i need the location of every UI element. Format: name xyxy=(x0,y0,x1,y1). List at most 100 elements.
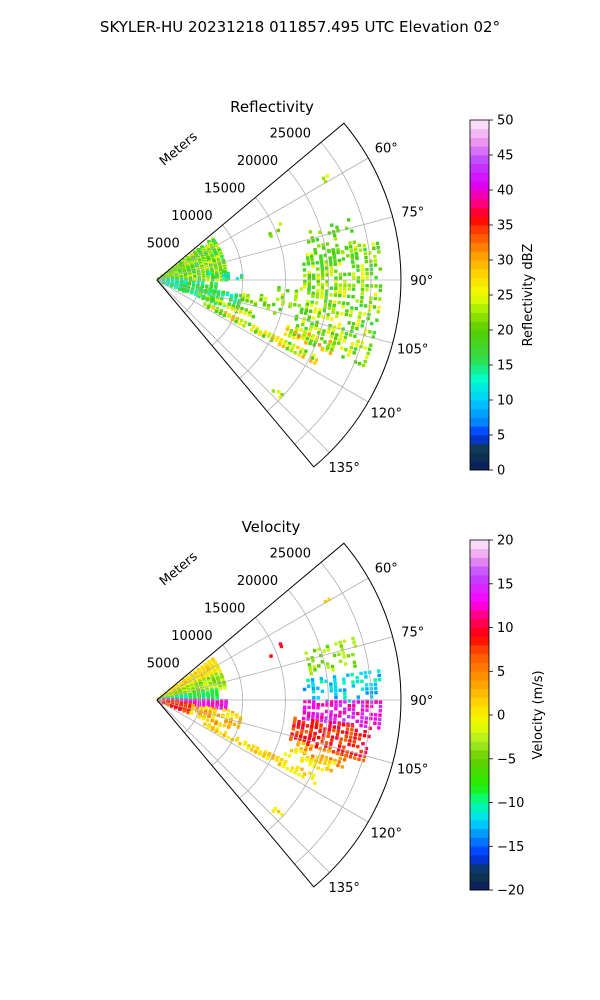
echo-cell xyxy=(333,713,338,718)
range-tick-label: 15000 xyxy=(204,602,245,617)
echo-cell xyxy=(373,682,378,686)
echo-cell xyxy=(378,288,382,293)
echo-cell xyxy=(307,285,311,289)
echo-cell xyxy=(371,242,375,246)
echo-cell xyxy=(342,681,346,685)
echo-cell xyxy=(296,743,300,747)
echo-cell xyxy=(361,700,365,704)
echo-cell xyxy=(206,271,210,275)
echo-cell xyxy=(312,737,316,742)
echo-cell xyxy=(354,252,358,256)
echo-cell xyxy=(377,726,381,730)
echo-cell xyxy=(313,761,317,765)
echo-cell xyxy=(329,703,334,707)
echo-cell xyxy=(324,741,329,745)
echo-cell xyxy=(217,667,221,671)
colorbar-band xyxy=(470,461,489,471)
echo-cell xyxy=(230,307,235,311)
azimuth-tick-label: 120° xyxy=(371,826,402,841)
echo-cell xyxy=(312,343,316,347)
echo-cell xyxy=(202,678,206,682)
echo-cell xyxy=(333,758,337,763)
echo-cell xyxy=(308,341,312,345)
echo-cell xyxy=(377,722,381,726)
echo-cell xyxy=(342,745,346,749)
echo-cell xyxy=(269,338,274,342)
echo-cell xyxy=(344,332,349,336)
echo-cell xyxy=(224,703,228,707)
echo-cell xyxy=(366,351,370,356)
echo-cell xyxy=(341,327,345,331)
echo-cell xyxy=(282,342,287,346)
colorbar-band xyxy=(470,863,489,873)
colorbar-band xyxy=(470,680,489,690)
echo-cell xyxy=(165,282,170,287)
echo-cell xyxy=(222,277,226,281)
echo-cell xyxy=(268,332,272,336)
echo-cell xyxy=(326,665,330,669)
echo-cell xyxy=(225,714,230,718)
colorbar-band xyxy=(470,601,489,611)
echo-cell xyxy=(254,750,258,754)
echo-cell xyxy=(317,314,321,318)
colorbar-band xyxy=(470,365,489,375)
echo-cell xyxy=(306,714,311,718)
echo-cell xyxy=(263,332,267,336)
echo-cell xyxy=(292,724,296,728)
echo-cell xyxy=(302,262,306,266)
echo-cell xyxy=(300,726,305,730)
echo-cell xyxy=(312,764,316,768)
colorbar-band xyxy=(470,146,489,156)
echo-cell xyxy=(334,695,338,700)
echo-cell xyxy=(329,286,334,290)
echo-cell xyxy=(315,719,319,723)
echo-cell xyxy=(280,813,284,817)
echo-cell xyxy=(312,665,317,669)
echo-cell xyxy=(293,303,297,307)
echo-cell xyxy=(294,750,298,754)
echo-region xyxy=(269,642,284,658)
echo-cell xyxy=(195,253,199,257)
echo-cell xyxy=(322,246,326,250)
echo-cell xyxy=(305,756,310,760)
echo-cell xyxy=(324,679,328,683)
echo-cell xyxy=(351,684,355,688)
echo-cell xyxy=(373,678,377,682)
echo-cell xyxy=(303,705,307,709)
echo-cell xyxy=(328,256,332,260)
echo-cell xyxy=(349,245,353,249)
echo-cell xyxy=(211,658,216,662)
echo-cell xyxy=(309,730,313,735)
echo-cell xyxy=(276,228,280,233)
echo-cell xyxy=(269,234,273,238)
echo-cell xyxy=(340,330,344,335)
echo-cell xyxy=(197,715,201,719)
echo-cell xyxy=(226,277,231,281)
echo-cell xyxy=(340,346,344,350)
echo-cell xyxy=(307,276,311,281)
colorbar-band xyxy=(470,793,489,803)
echo-cell xyxy=(361,742,365,746)
echo-cell xyxy=(354,248,358,252)
echo-cell xyxy=(329,293,333,297)
echo-cell xyxy=(267,754,271,758)
echo-cell xyxy=(311,687,316,691)
echo-cell xyxy=(312,353,316,357)
echo-cell xyxy=(317,664,321,668)
echo-region xyxy=(268,222,283,238)
echo-cell xyxy=(281,764,285,769)
echo-cell xyxy=(325,269,329,274)
echo-cell xyxy=(333,262,337,266)
echo-cell xyxy=(277,762,282,767)
azimuth-tick-label: 105° xyxy=(397,343,428,358)
echo-cell xyxy=(335,736,339,740)
colorbar-band xyxy=(470,881,489,891)
echo-cell xyxy=(357,315,362,319)
echo-cell xyxy=(189,711,193,715)
echo-cell xyxy=(356,700,360,704)
sector-outline xyxy=(156,542,402,888)
echo-cell xyxy=(351,636,355,641)
echo-cell xyxy=(373,713,378,717)
echo-cell xyxy=(317,331,321,335)
colorbar-band xyxy=(470,452,489,462)
